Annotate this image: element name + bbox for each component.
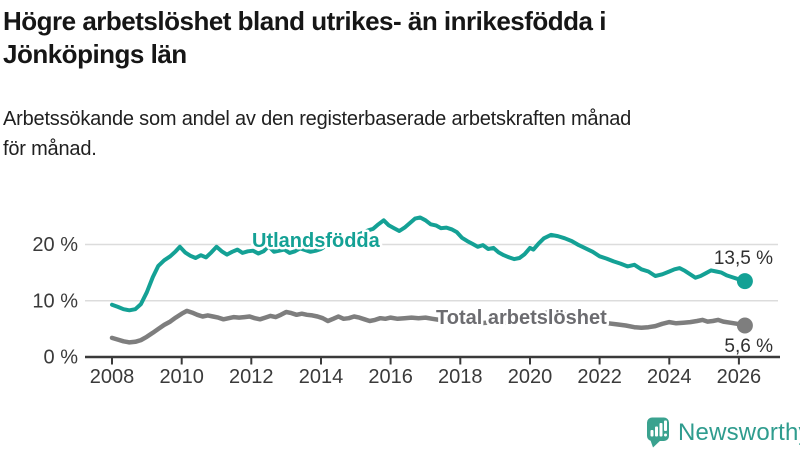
page-subtitle-line-1: Arbetssökande som andel av den registerb… [3,108,632,130]
x-axis: 2008 2010 2012 2014 2016 2018 2020 2022 2024 2026 [85,355,780,388]
series-end-dot-total [736,317,753,334]
x-tick-label-2026: 2026 [717,366,762,388]
page-title: Högre arbetslöshet bland utrikes- än inr… [3,5,797,71]
series-layer [109,215,753,345]
y-tick-label-20: 20 % [32,234,78,256]
page-subtitle: Arbetssökande som andel av den registerb… [3,104,797,164]
page-title-line-2: Jönköpings län [3,39,187,69]
x-tick-label-2016: 2016 [368,366,413,388]
series-line-utlandsfodda [110,215,747,313]
x-tick-label-2022: 2022 [577,366,622,388]
gridline-layer: 0 % 10 % 20 % [32,234,778,369]
page-title-line-1: Högre arbetslöshet bland utrikes- än inr… [3,6,606,36]
series-label-utlandsfodda: Utlandsfödda [252,230,381,252]
x-tick-label-2024: 2024 [647,366,692,388]
exclamation-dot [664,433,667,437]
page-subtitle-line-2: för månad. [3,138,97,160]
newsworthy-speech-bubble-icon [647,417,669,448]
x-tick-label-2010: 2010 [159,366,204,388]
end-value-label-utlandsfodda: 13,5 % [714,248,773,269]
bar-chart-glyph [650,420,667,437]
newsworthy-logo-text: Newsworthy [678,419,800,446]
exclamation-bar [664,420,667,431]
end-value-label-total: 5,6 % [724,336,773,357]
x-tick-label-2008: 2008 [90,366,135,388]
x-tick-label-2020: 2020 [508,366,553,388]
y-tick-label-10: 10 % [32,290,78,312]
y-tick-label-0: 0 % [44,347,79,369]
series-line-total [109,308,748,345]
x-tick-label-2012: 2012 [229,366,274,388]
x-tick-label-2014: 2014 [299,366,344,388]
x-tick-label-2018: 2018 [438,366,483,388]
series-label-total-arbetsloshet: Total arbetslöshet [436,307,607,329]
newsworthy-logo: Newsworthy [647,417,800,448]
series-end-dot-utlandsfodda [736,273,753,290]
